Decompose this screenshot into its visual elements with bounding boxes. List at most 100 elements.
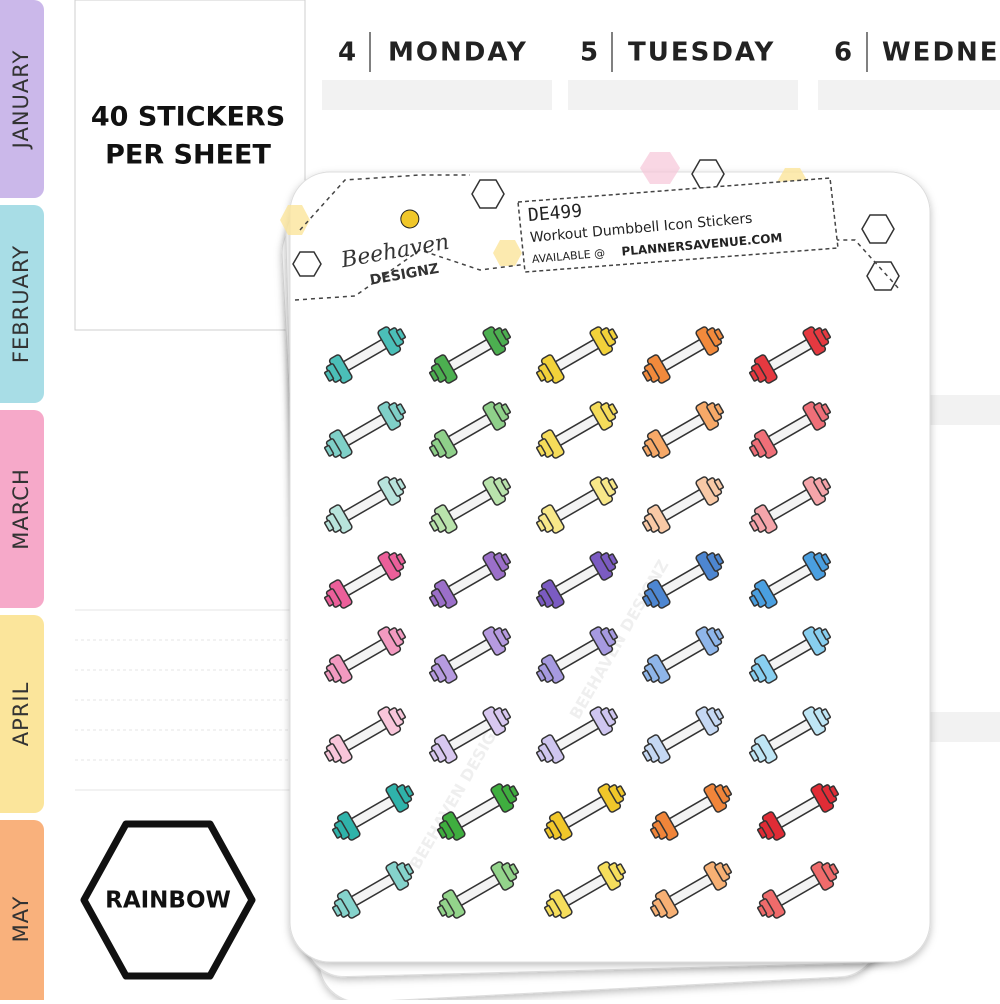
month-label: FEBRUARY bbox=[9, 245, 33, 363]
dumbbell-cap bbox=[650, 826, 661, 839]
dumbbell-cap bbox=[615, 863, 626, 876]
dumbbell bbox=[749, 401, 831, 459]
dumbbell-cap bbox=[607, 328, 618, 341]
dumbbell bbox=[642, 706, 724, 764]
dumbbell-cap bbox=[429, 369, 440, 382]
dumbbell-cap bbox=[650, 904, 661, 917]
day-name: MONDAY bbox=[388, 38, 528, 68]
dumbbell bbox=[536, 551, 618, 609]
dumbbell-cap bbox=[820, 628, 831, 641]
dumbbell bbox=[429, 551, 511, 609]
dumbbell bbox=[429, 706, 511, 764]
dumbbell-cap bbox=[544, 826, 555, 839]
dumbbell-cap bbox=[713, 708, 724, 721]
dumbbell-cap bbox=[429, 444, 440, 457]
dumbbell bbox=[324, 326, 406, 384]
dumbbell bbox=[429, 626, 511, 684]
dumbbell-cap bbox=[828, 863, 839, 876]
dumbbell-cap bbox=[403, 785, 414, 798]
month-label: MARCH bbox=[9, 468, 33, 549]
dumbbell-cap bbox=[395, 403, 406, 416]
note-box bbox=[74, 0, 306, 331]
dumbbell-cap bbox=[536, 369, 547, 382]
dumbbell bbox=[757, 861, 839, 919]
dumbbell-cap bbox=[429, 519, 440, 532]
dumbbell-cap bbox=[429, 749, 440, 762]
dumbbell bbox=[332, 861, 414, 919]
month-tab bbox=[0, 820, 44, 1004]
dumbbell-cap bbox=[536, 749, 547, 762]
dumbbell-cap bbox=[607, 628, 618, 641]
dumbbell bbox=[650, 861, 732, 919]
dumbbell bbox=[642, 326, 724, 384]
planner-lines bbox=[75, 609, 305, 791]
dumbbell bbox=[429, 401, 511, 459]
day-name: WEDNESDAY bbox=[882, 38, 1000, 68]
dumbbell bbox=[749, 476, 831, 534]
dumbbell bbox=[749, 326, 831, 384]
dumbbell-cap bbox=[828, 785, 839, 798]
dumbbell-cap bbox=[607, 478, 618, 491]
dumbbell-cap bbox=[324, 749, 335, 762]
dumbbell-cap bbox=[820, 328, 831, 341]
dumbbell-cap bbox=[820, 403, 831, 416]
day-number: 6 bbox=[834, 38, 854, 68]
dumbbell-cap bbox=[429, 669, 440, 682]
day-name: TUESDAY bbox=[628, 38, 775, 68]
dumbbell-cap bbox=[642, 594, 653, 607]
dumbbell bbox=[536, 476, 618, 534]
badge-line: 40 STICKERS bbox=[91, 102, 285, 133]
dumbbell-cap bbox=[500, 478, 511, 491]
bee bbox=[400, 209, 420, 229]
day-number: 4 bbox=[338, 38, 358, 68]
color-name: RAINBOW bbox=[105, 888, 231, 914]
dumbbell-cap bbox=[536, 594, 547, 607]
dumbbell-cap bbox=[749, 369, 760, 382]
dumbbell-cap bbox=[500, 328, 511, 341]
dumbbell-cap bbox=[544, 904, 555, 917]
dumbbell-cap bbox=[500, 628, 511, 641]
dumbbell-cap bbox=[749, 444, 760, 457]
dumbbell-cap bbox=[429, 594, 440, 607]
dumbbell-cap bbox=[508, 785, 519, 798]
dumbbell bbox=[536, 326, 618, 384]
dumbbell-cap bbox=[500, 403, 511, 416]
label-box bbox=[517, 177, 839, 273]
cut-line bbox=[299, 174, 470, 231]
dumbbell bbox=[544, 783, 626, 841]
dumbbell-cap bbox=[749, 749, 760, 762]
dumbbell bbox=[749, 551, 831, 609]
month-label: APRIL bbox=[9, 682, 33, 747]
dumbbell bbox=[650, 783, 732, 841]
dumbbell bbox=[332, 783, 414, 841]
dumbbell bbox=[544, 861, 626, 919]
dumbbell bbox=[757, 783, 839, 841]
dumbbell-cap bbox=[607, 553, 618, 566]
dumbbell-cap bbox=[437, 826, 448, 839]
dumbbell bbox=[429, 326, 511, 384]
dumbbell bbox=[536, 401, 618, 459]
dumbbell-cap bbox=[615, 785, 626, 798]
dumbbell-cap bbox=[713, 478, 724, 491]
dumbbell-cap bbox=[721, 863, 732, 876]
dumbbell-cap bbox=[757, 904, 768, 917]
dumbbell bbox=[536, 626, 618, 684]
day-number: 5 bbox=[580, 38, 600, 68]
dumbbell bbox=[437, 861, 519, 919]
dumbbell-cap bbox=[500, 708, 511, 721]
dumbbell bbox=[324, 706, 406, 764]
dumbbell bbox=[642, 551, 724, 609]
dumbbell-cap bbox=[437, 904, 448, 917]
dumbbell-cap bbox=[508, 863, 519, 876]
month-tab bbox=[0, 410, 44, 608]
dumbbell bbox=[324, 626, 406, 684]
month-tab bbox=[0, 615, 44, 813]
dumbbell-cap bbox=[713, 628, 724, 641]
dumbbell-cap bbox=[332, 826, 343, 839]
product-code: DE499 bbox=[527, 200, 583, 226]
dumbbell bbox=[324, 551, 406, 609]
dumbbell bbox=[437, 783, 519, 841]
dumbbell bbox=[536, 706, 618, 764]
dumbbell bbox=[324, 476, 406, 534]
dumbbell-cap bbox=[403, 863, 414, 876]
